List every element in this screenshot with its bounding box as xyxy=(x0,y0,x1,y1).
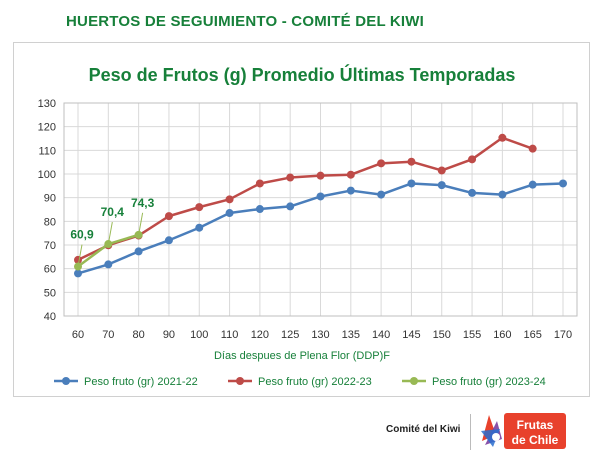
series-1-point xyxy=(255,205,264,214)
legend-swatch-marker xyxy=(236,377,244,385)
y-tick-label: 110 xyxy=(38,145,56,157)
frutas-de-chile-logo: Frutas de Chile xyxy=(480,411,566,451)
series-2-point xyxy=(225,195,234,204)
x-tick-label: 140 xyxy=(372,329,390,341)
series-2-point xyxy=(498,133,507,142)
logo-text-de-chile: de Chile xyxy=(512,433,559,447)
series-2-point xyxy=(528,144,537,153)
series-1-point xyxy=(437,181,446,190)
series-1-point xyxy=(346,186,355,195)
x-tick-label: 80 xyxy=(133,329,145,341)
series-1-point xyxy=(286,202,295,211)
x-tick-label: 135 xyxy=(342,329,360,341)
series-1-point xyxy=(134,247,143,256)
series-1-point xyxy=(74,269,82,278)
plot-area-border xyxy=(63,102,578,317)
series-1-point xyxy=(104,260,113,269)
chart-frame: Peso de Frutos (g) Promedio Últimas Temp… xyxy=(13,42,590,397)
series-1-point xyxy=(498,190,507,199)
x-tick-label: 155 xyxy=(463,329,481,341)
footer-brand-text: Comité del Kiwi xyxy=(386,424,461,435)
legend-label: Peso fruto (gr) 2023-24 xyxy=(432,376,546,388)
x-tick-label: 170 xyxy=(554,329,572,341)
x-tick-label: 90 xyxy=(163,329,175,341)
x-tick-label: 150 xyxy=(433,329,451,341)
series-3-point xyxy=(74,262,82,271)
y-tick-label: 120 xyxy=(38,122,56,134)
series-1-point xyxy=(377,190,386,199)
series-2-point xyxy=(195,203,204,212)
series-2-point xyxy=(164,212,173,221)
series-1-point xyxy=(164,236,173,245)
line-chart: Peso de Frutos (g) Promedio Últimas Temp… xyxy=(38,64,578,388)
legend-swatch-marker xyxy=(410,377,418,385)
series-2-point xyxy=(407,157,416,166)
x-tick-label: 125 xyxy=(281,329,299,341)
legend-label: Peso fruto (gr) 2022-23 xyxy=(258,376,372,388)
legend: Peso fruto (gr) 2021-22 Peso fruto (gr) 2… xyxy=(54,376,546,388)
y-tick-label: 100 xyxy=(38,169,56,181)
x-tick-label: 120 xyxy=(251,329,269,341)
series-2-point xyxy=(377,159,386,168)
x-axis-label: Días despues de Plena Flor (DDP)F xyxy=(214,350,390,362)
series-1-point xyxy=(528,180,537,189)
data-label: 70,4 xyxy=(101,205,125,219)
series-2-point xyxy=(286,173,295,182)
footer-divider xyxy=(470,414,471,450)
x-tick-label: 60 xyxy=(72,329,84,341)
series-2-point xyxy=(346,170,355,179)
y-tick-label: 90 xyxy=(44,193,56,205)
x-tick-label: 165 xyxy=(524,329,542,341)
data-label-leader xyxy=(107,221,113,245)
series-2-point xyxy=(437,166,446,175)
series-line-2 xyxy=(77,136,534,262)
series-1-point xyxy=(559,179,567,188)
x-tick-label: 145 xyxy=(402,329,420,341)
y-tick-label: 80 xyxy=(44,216,56,228)
series-1-point xyxy=(316,192,325,201)
axis-ticks: 40 50 60 70 80 90 100 110 120 130 60 70 80 90 100 110 12… xyxy=(38,98,573,341)
y-tick-label: 50 xyxy=(44,287,56,299)
x-tick-label: 100 xyxy=(190,329,208,341)
x-tick-label: 70 xyxy=(102,329,114,341)
series-1-point xyxy=(407,179,416,188)
series-lines xyxy=(74,133,567,278)
data-label-leader xyxy=(138,212,144,235)
data-label: 74,3 xyxy=(131,196,155,210)
y-tick-label: 130 xyxy=(38,98,56,110)
data-label: 60,9 xyxy=(70,228,94,242)
series-2-point xyxy=(468,155,477,164)
series-2-point xyxy=(255,179,264,188)
data-labels: 60,9 70,4 74,3 xyxy=(70,196,155,267)
y-tick-label: 40 xyxy=(44,311,56,323)
page-header-title: HUERTOS DE SEGUIMIENTO - COMITÉ DEL KIWI xyxy=(66,13,425,30)
series-1-point xyxy=(195,223,204,232)
data-label-leader xyxy=(77,244,83,267)
legend-swatch-marker xyxy=(62,377,70,385)
series-1-point xyxy=(468,188,477,197)
y-tick-label: 60 xyxy=(44,264,56,276)
y-tick-label: 70 xyxy=(44,240,56,252)
x-tick-label: 130 xyxy=(311,329,329,341)
x-tick-label: 160 xyxy=(493,329,511,341)
legend-label: Peso fruto (gr) 2021-22 xyxy=(84,376,198,388)
series-2-point xyxy=(316,171,325,180)
chart-title: Peso de Frutos (g) Promedio Últimas Temp… xyxy=(89,64,516,85)
series-1-point xyxy=(225,209,234,218)
logo-text-frutas: Frutas xyxy=(517,418,554,432)
x-tick-label: 110 xyxy=(221,329,239,341)
